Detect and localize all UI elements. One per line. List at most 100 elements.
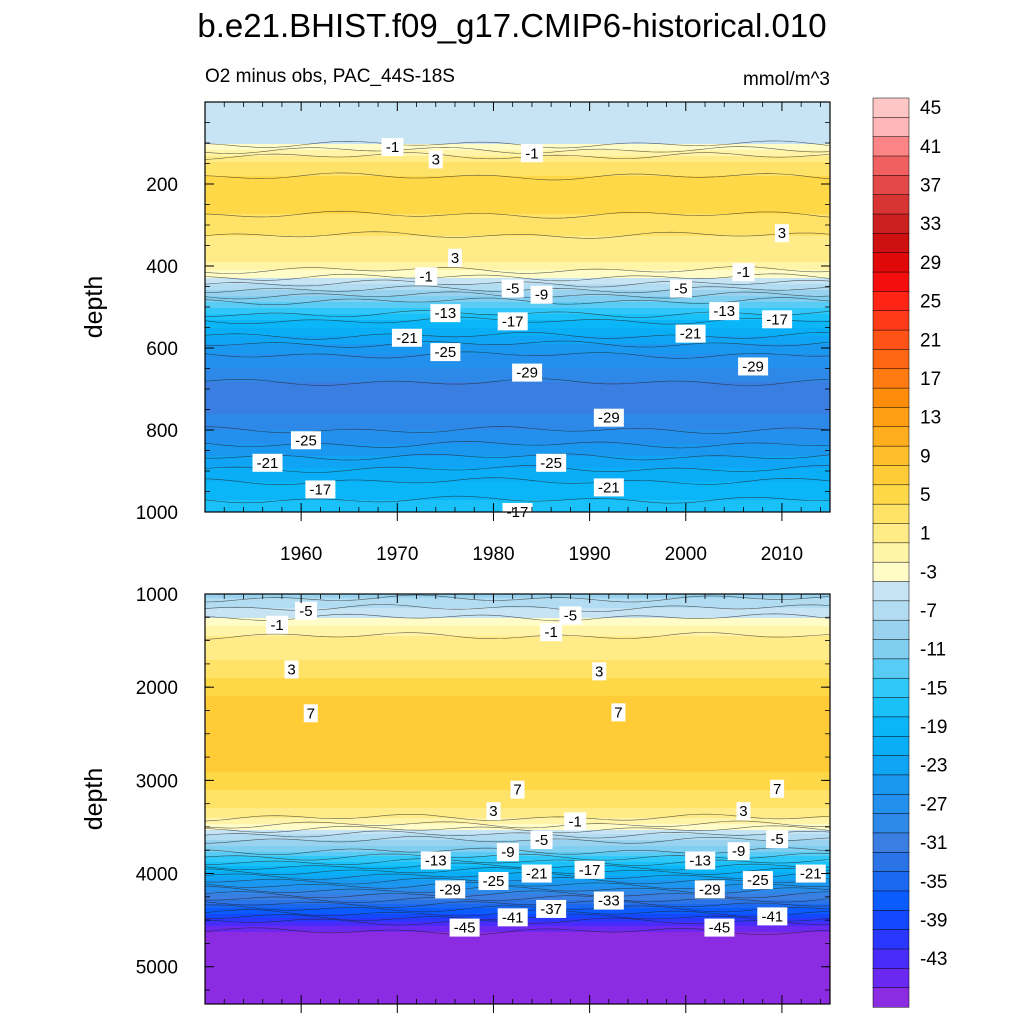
contour-band xyxy=(205,226,830,229)
contour-label: 3 xyxy=(448,248,462,267)
y-tick-label: 5000 xyxy=(136,958,178,979)
contour-band xyxy=(205,164,830,167)
contour-band xyxy=(205,120,830,123)
colorbar-swatch xyxy=(872,697,910,718)
contour-band xyxy=(205,634,830,637)
contour-band xyxy=(205,966,830,969)
contour-band xyxy=(205,230,830,233)
contour-band xyxy=(205,720,830,723)
y-tick-label: 3000 xyxy=(136,771,178,792)
contour-band xyxy=(205,302,830,305)
contour-label: -5 xyxy=(669,279,692,298)
contour-band xyxy=(205,338,830,341)
colorbar-swatch xyxy=(872,968,910,989)
contour-line xyxy=(205,890,830,899)
contour-line xyxy=(205,453,830,461)
contour-band xyxy=(205,758,830,761)
contour-band xyxy=(205,498,830,501)
contour-band xyxy=(205,752,830,755)
contour-line xyxy=(205,813,830,822)
contour-label-box xyxy=(428,150,443,169)
contour-band xyxy=(205,824,830,827)
contour-band xyxy=(205,1002,830,1004)
colorbar-swatch xyxy=(872,871,910,892)
contour-band xyxy=(205,258,830,261)
contour-band xyxy=(205,990,830,993)
contour-band xyxy=(205,214,830,217)
contour-band xyxy=(205,598,830,601)
contour-band xyxy=(205,260,830,263)
contour-label-box xyxy=(415,267,438,286)
contour-label-box xyxy=(530,831,553,849)
contour-label-text: -37 xyxy=(540,901,562,918)
contour-label: -9 xyxy=(530,285,553,304)
contour-band xyxy=(205,430,830,433)
contour-band xyxy=(205,862,830,865)
contour-label: -25 xyxy=(430,343,461,362)
contour-label-text: -21 xyxy=(526,866,548,883)
contour-band xyxy=(205,596,830,599)
contour-band xyxy=(205,804,830,807)
contour-band xyxy=(205,708,830,711)
contour-label: -21 xyxy=(675,324,706,343)
contour-band xyxy=(205,408,830,411)
contour-label: -5 xyxy=(766,830,789,849)
contour-band xyxy=(205,206,830,209)
contour-line xyxy=(205,273,830,282)
contour-label-text: -1 xyxy=(544,624,557,641)
bottom-contour-fill xyxy=(205,594,830,1004)
contour-label-box xyxy=(536,453,567,472)
contour-label-box xyxy=(727,842,750,861)
contour-band xyxy=(205,816,830,819)
contour-band xyxy=(205,608,830,611)
contour-band xyxy=(205,440,830,443)
contour-band xyxy=(205,936,830,939)
contour-label: -21 xyxy=(521,864,552,883)
contour-line xyxy=(205,904,830,913)
contour-band xyxy=(205,216,830,219)
contour-label: -21 xyxy=(391,328,422,347)
contour-label-text: -33 xyxy=(598,893,620,910)
contour-band xyxy=(205,682,830,685)
contour-band xyxy=(205,650,830,653)
contour-band xyxy=(205,638,830,641)
contour-band xyxy=(205,740,830,743)
contour-band xyxy=(205,148,830,151)
contour-band xyxy=(205,118,830,121)
colorbar-swatch xyxy=(872,97,910,118)
contour-line xyxy=(205,351,830,359)
colorbar-swatch xyxy=(872,407,910,428)
contour-label-box xyxy=(704,918,735,937)
contour-label-text: -1 xyxy=(569,813,582,830)
colorbar-swatch xyxy=(872,735,910,757)
colorbar-tick-label: 29 xyxy=(920,253,941,274)
contour-band xyxy=(205,336,830,339)
contour-band xyxy=(205,712,830,715)
contour-label-box xyxy=(685,851,716,870)
contour-label-text: -21 xyxy=(680,326,702,343)
contour-label-text: 3 xyxy=(287,661,295,678)
colorbar-tick-label: 37 xyxy=(920,176,941,197)
contour-band xyxy=(205,232,830,235)
contour-label-text: -9 xyxy=(501,844,514,861)
contour-band xyxy=(205,306,830,309)
contour-band xyxy=(205,194,830,197)
colorbar-swatch xyxy=(872,581,910,602)
colorbar-swatch xyxy=(872,716,910,737)
contour-band xyxy=(205,300,830,303)
contour-label-text: -5 xyxy=(564,607,577,624)
contour-band xyxy=(205,934,830,937)
contour-band xyxy=(205,624,830,627)
colorbar-swatch xyxy=(872,794,910,815)
y-tick-label: 1000 xyxy=(136,585,178,606)
contour-band xyxy=(205,142,830,145)
contour-band xyxy=(205,304,830,307)
contour-line xyxy=(205,340,830,348)
contour-band xyxy=(205,238,830,241)
contour-line xyxy=(205,465,829,473)
contour-label-text: 7 xyxy=(773,781,781,798)
contour-line xyxy=(205,900,830,908)
contour-band xyxy=(205,484,830,487)
contour-band xyxy=(205,952,830,955)
colorbar-swatches xyxy=(872,97,910,1008)
